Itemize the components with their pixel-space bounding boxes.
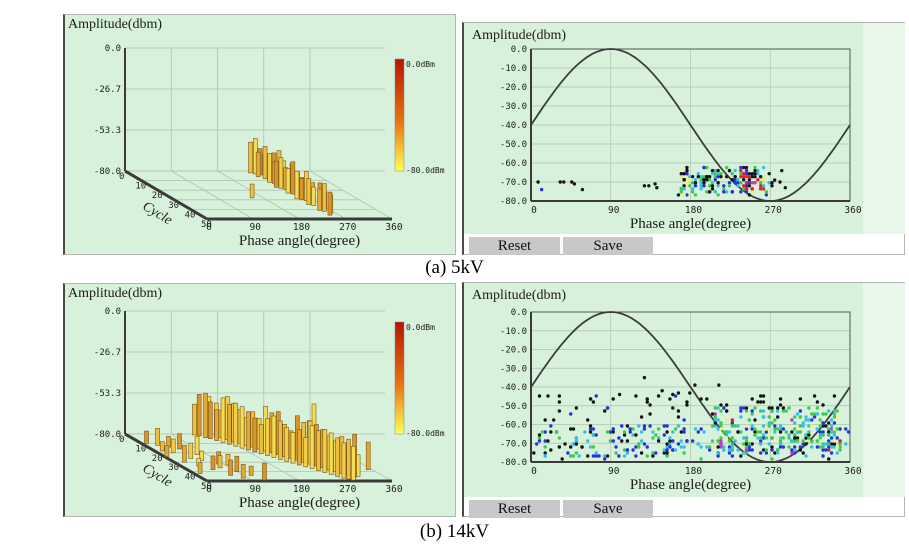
svg-text:90: 90 (250, 222, 262, 233)
svg-text:40: 40 (185, 473, 196, 483)
svg-text:0.0: 0.0 (511, 45, 527, 55)
caption-a: (a) 5kV (425, 257, 484, 278)
svg-text:50: 50 (201, 482, 212, 492)
svg-text:270: 270 (765, 205, 782, 216)
svg-text:50: 50 (201, 220, 212, 230)
svg-text:-30.0: -30.0 (500, 102, 527, 112)
svg-text:-26.7: -26.7 (94, 348, 121, 358)
panel-3d-5kv: 0.0 -26.7 -53.3 -80.0 0 90 180 270 360 0 10 20 30 40 5… (63, 14, 456, 255)
prpd-3d-chart-5kv: 0.0-26.7-53.3-80.00 90 180 270 3600102030405… (68, 17, 445, 249)
svg-text:-80.0: -80.0 (94, 167, 121, 177)
svg-text:-70.0: -70.0 (500, 439, 527, 449)
svg-text:0.0dBm: 0.0dBm (406, 60, 435, 69)
svg-text:20: 20 (152, 454, 163, 464)
svg-text:Amplitude(dbm): Amplitude(dbm) (68, 286, 162, 301)
svg-text:Amplitude(dbm): Amplitude(dbm) (68, 17, 162, 32)
svg-text:0: 0 (531, 466, 537, 477)
svg-text:270: 270 (339, 484, 356, 495)
reset-button[interactable]: Reset (469, 237, 560, 255)
svg-text:Amplitude(dbm): Amplitude(dbm) (472, 28, 566, 43)
svg-text:360: 360 (844, 205, 861, 216)
plot-side-strip (863, 283, 905, 497)
svg-text:Amplitude(dbm): Amplitude(dbm) (472, 288, 566, 303)
svg-text:-40.0: -40.0 (500, 383, 527, 393)
svg-text:-10.0: -10.0 (500, 327, 527, 337)
svg-text:0.0: 0.0 (105, 44, 121, 54)
svg-text:-53.3: -53.3 (94, 126, 121, 136)
svg-text:40: 40 (185, 210, 196, 220)
svg-text:180: 180 (685, 466, 702, 477)
svg-text:-80.0dBm: -80.0dBm (406, 429, 445, 438)
svg-text:-60.0: -60.0 (500, 421, 527, 431)
svg-text:-40.0: -40.0 (500, 121, 527, 131)
svg-text:Phase angle(degree): Phase angle(degree) (239, 233, 360, 249)
svg-text:-60.0: -60.0 (500, 159, 527, 169)
svg-text:-26.7: -26.7 (94, 85, 121, 95)
svg-text:-20.0: -20.0 (500, 83, 527, 93)
svg-text:0: 0 (119, 172, 124, 182)
svg-text:0.0dBm: 0.0dBm (406, 323, 435, 332)
plot-side-strip (863, 23, 905, 234)
svg-text:-50.0: -50.0 (500, 402, 527, 412)
svg-text:0.0: 0.0 (511, 308, 527, 318)
svg-text:360: 360 (385, 222, 402, 233)
svg-text:270: 270 (765, 466, 782, 477)
save-button[interactable]: Save (563, 237, 653, 255)
panel-2d-14kv: 0.0 -10.0 -20.0 -30.0 -40.0 -50.0 -60.0 -70.0 -8… (462, 282, 905, 518)
svg-text:30: 30 (168, 201, 179, 211)
svg-text:10: 10 (135, 444, 146, 454)
prpd-scatter-chart-14kv: 0.0 -10.0 -20.0 -30.0 -40.0 -50.0 -60.0 -70.0 -8… (472, 288, 862, 493)
svg-text:0: 0 (206, 484, 212, 495)
svg-text:-80.0: -80.0 (94, 430, 121, 440)
svg-text:-20.0: -20.0 (500, 346, 527, 356)
svg-text:180: 180 (685, 205, 702, 216)
svg-text:-80.0: -80.0 (500, 197, 527, 207)
svg-text:20: 20 (152, 191, 163, 201)
caption-b: (b) 14kV (419, 521, 490, 542)
svg-text:-80.0dBm: -80.0dBm (406, 166, 445, 175)
svg-text:10: 10 (135, 182, 146, 192)
svg-text:Phase angle(degree): Phase angle(degree) (239, 495, 360, 511)
svg-text:0.0: 0.0 (105, 307, 121, 317)
svg-text:0: 0 (206, 222, 212, 233)
svg-text:90: 90 (608, 466, 620, 477)
svg-text:-10.0: -10.0 (500, 64, 527, 74)
svg-text:-70.0: -70.0 (500, 178, 527, 188)
panel-3d-14kv: 0.0 -26.7 -53.3 -80.0 0 90 180 270 360 0 10 20 30 40 5… (63, 283, 456, 517)
svg-text:90: 90 (250, 484, 262, 495)
svg-text:-53.3: -53.3 (94, 389, 121, 399)
prpd-3d-chart-14kv: 0.0-26.7-53.3-80.00 90 180 270 3600102030405… (68, 286, 445, 511)
prpd-scatter-chart-5kv: 0.0 -10.0 -20.0 -30.0 -40.0 -50.0 -60.0 -70.0 -8… (472, 28, 862, 232)
svg-text:180: 180 (293, 222, 310, 233)
svg-text:Phase angle(degree): Phase angle(degree) (630, 477, 751, 493)
svg-text:270: 270 (339, 222, 356, 233)
svg-text:-50.0: -50.0 (500, 140, 527, 150)
svg-text:360: 360 (844, 466, 861, 477)
svg-text:-80.0: -80.0 (500, 458, 527, 468)
svg-text:0: 0 (531, 205, 537, 216)
svg-text:360: 360 (385, 484, 402, 495)
svg-text:-30.0: -30.0 (500, 364, 527, 374)
svg-text:30: 30 (168, 463, 179, 473)
reset-button[interactable]: Reset (469, 500, 560, 518)
svg-text:Phase angle(degree): Phase angle(degree) (630, 216, 751, 232)
panel-2d-5kv: 0.0 -10.0 -20.0 -30.0 -40.0 -50.0 -60.0 -70.0 -8… (462, 22, 905, 255)
svg-text:90: 90 (608, 205, 620, 216)
save-button[interactable]: Save (563, 500, 653, 518)
svg-text:180: 180 (293, 484, 310, 495)
svg-text:0: 0 (119, 435, 124, 445)
